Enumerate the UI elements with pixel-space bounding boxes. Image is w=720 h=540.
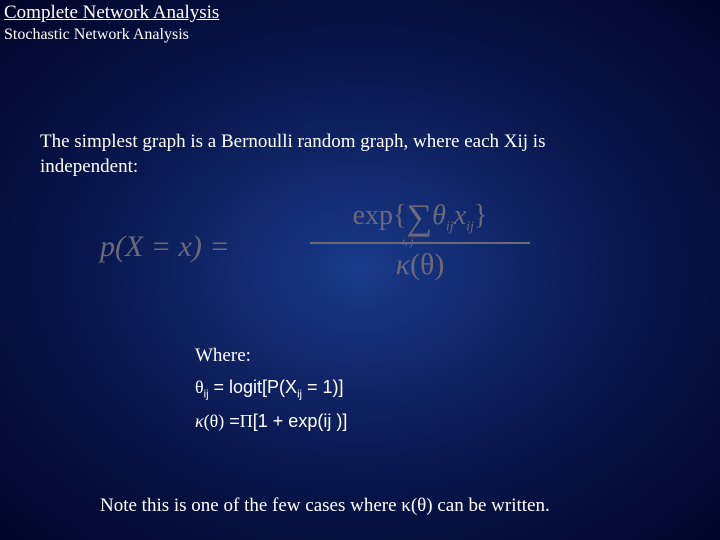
- where-label: Where:: [195, 345, 347, 367]
- fraction-line: [310, 242, 530, 244]
- where-line1-mid: = logit[P(X: [209, 377, 298, 397]
- formula-numerator: exp{∑θijxij} i, j: [310, 200, 530, 236]
- where-block: Where: θij = logit[P(Xij = 1)] κ(θ) =Π[1…: [195, 345, 347, 442]
- where-eq: =: [224, 411, 240, 431]
- where-line-2: κ(θ) =Π[1 + exp(ij )]: [195, 411, 347, 432]
- where-line1-end: = 1)]: [302, 377, 344, 397]
- sigma-subscript: i, j: [402, 236, 414, 248]
- note-kappa: κ(θ): [401, 495, 432, 516]
- kappa-arg: (θ): [410, 248, 444, 281]
- sigma-symbol: ∑: [406, 203, 432, 232]
- theta-symbol: θ: [195, 377, 204, 397]
- theta-sub: ij: [446, 220, 454, 235]
- note-prefix: Note this is one of the few cases where: [100, 495, 401, 516]
- kappa-arg-2: (θ): [204, 411, 225, 431]
- exp-suffix: }: [474, 200, 487, 231]
- main-formula: p(X = x) = exp{∑θijxij} i, j κ(θ): [100, 200, 540, 300]
- slide-subtitle: Stochastic Network Analysis: [4, 26, 219, 44]
- theta-var: θ: [432, 200, 446, 231]
- slide-header: Complete Network Analysis Stochastic Net…: [4, 2, 219, 44]
- kappa-symbol: κ: [396, 248, 410, 281]
- where-line2-rest: [1 + exp(ij )]: [253, 411, 348, 431]
- x-var: x: [454, 200, 466, 231]
- formula-rhs: exp{∑θijxij} i, j κ(θ): [310, 200, 530, 282]
- exp-prefix: exp{: [353, 200, 407, 231]
- slide-title: Complete Network Analysis: [4, 2, 219, 24]
- footer-note: Note this is one of the few cases where …: [100, 495, 550, 517]
- where-line-1: θij = logit[P(Xij = 1)]: [195, 377, 347, 401]
- pi-symbol: Π: [240, 411, 253, 431]
- note-suffix: can be written.: [433, 495, 550, 516]
- kappa-symbol-2: κ: [195, 411, 204, 431]
- formula-denominator: κ(θ): [310, 248, 530, 282]
- formula-lhs: p(X = x) =: [100, 230, 230, 264]
- x-sub: ij: [466, 220, 474, 235]
- intro-paragraph: The simplest graph is a Bernoulli random…: [40, 130, 640, 179]
